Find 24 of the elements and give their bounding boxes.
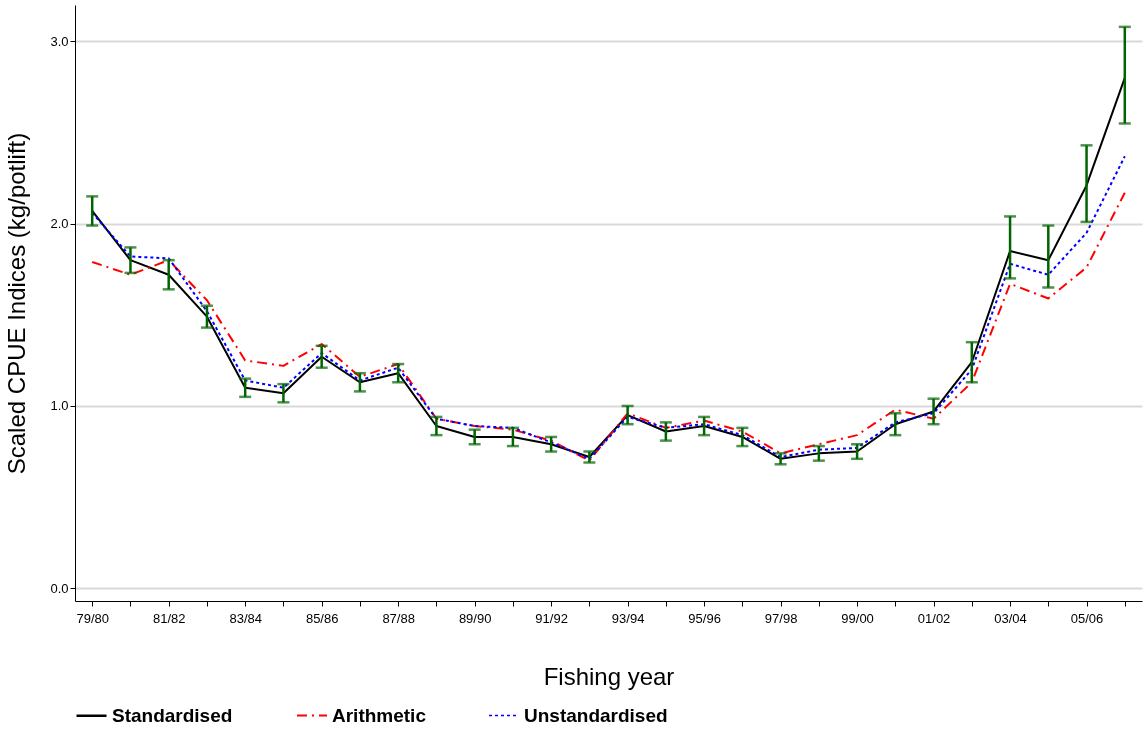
y-tick-label: 1.0: [50, 398, 69, 414]
x-tick-label: 89/90: [458, 610, 492, 626]
x-tick-label: 99/00: [841, 610, 874, 626]
legend-label: Unstandardised: [524, 704, 668, 726]
y-axis-title: Scaled CPUE Indices (kg/potlift): [3, 132, 31, 475]
x-tick-label: 79/80: [76, 610, 109, 626]
legend-label: Standardised: [112, 704, 233, 726]
legend-label: Arithmetic: [332, 704, 427, 726]
x-tick-label: 01/02: [917, 610, 951, 626]
x-tick-label: 87/88: [382, 610, 415, 626]
x-tick-label: 81/82: [152, 610, 186, 626]
y-tick-label: 0.0: [50, 580, 69, 596]
x-tick-label: 85/86: [305, 610, 339, 626]
x-tick-label: 83/84: [229, 610, 262, 626]
x-tick-label: 93/94: [611, 610, 645, 626]
y-tick-label: 3.0: [50, 33, 69, 49]
x-tick-label: 97/98: [764, 610, 798, 626]
x-tick-label: 91/92: [535, 610, 568, 626]
x-tick-label: 95/96: [688, 610, 721, 626]
x-tick-label: 03/04: [994, 610, 1027, 626]
x-tick-label: 05/06: [1070, 610, 1104, 626]
x-axis-title: Fishing year: [543, 662, 675, 690]
line-series: [91, 76, 1126, 460]
y-tick-label: 2.0: [50, 216, 69, 232]
